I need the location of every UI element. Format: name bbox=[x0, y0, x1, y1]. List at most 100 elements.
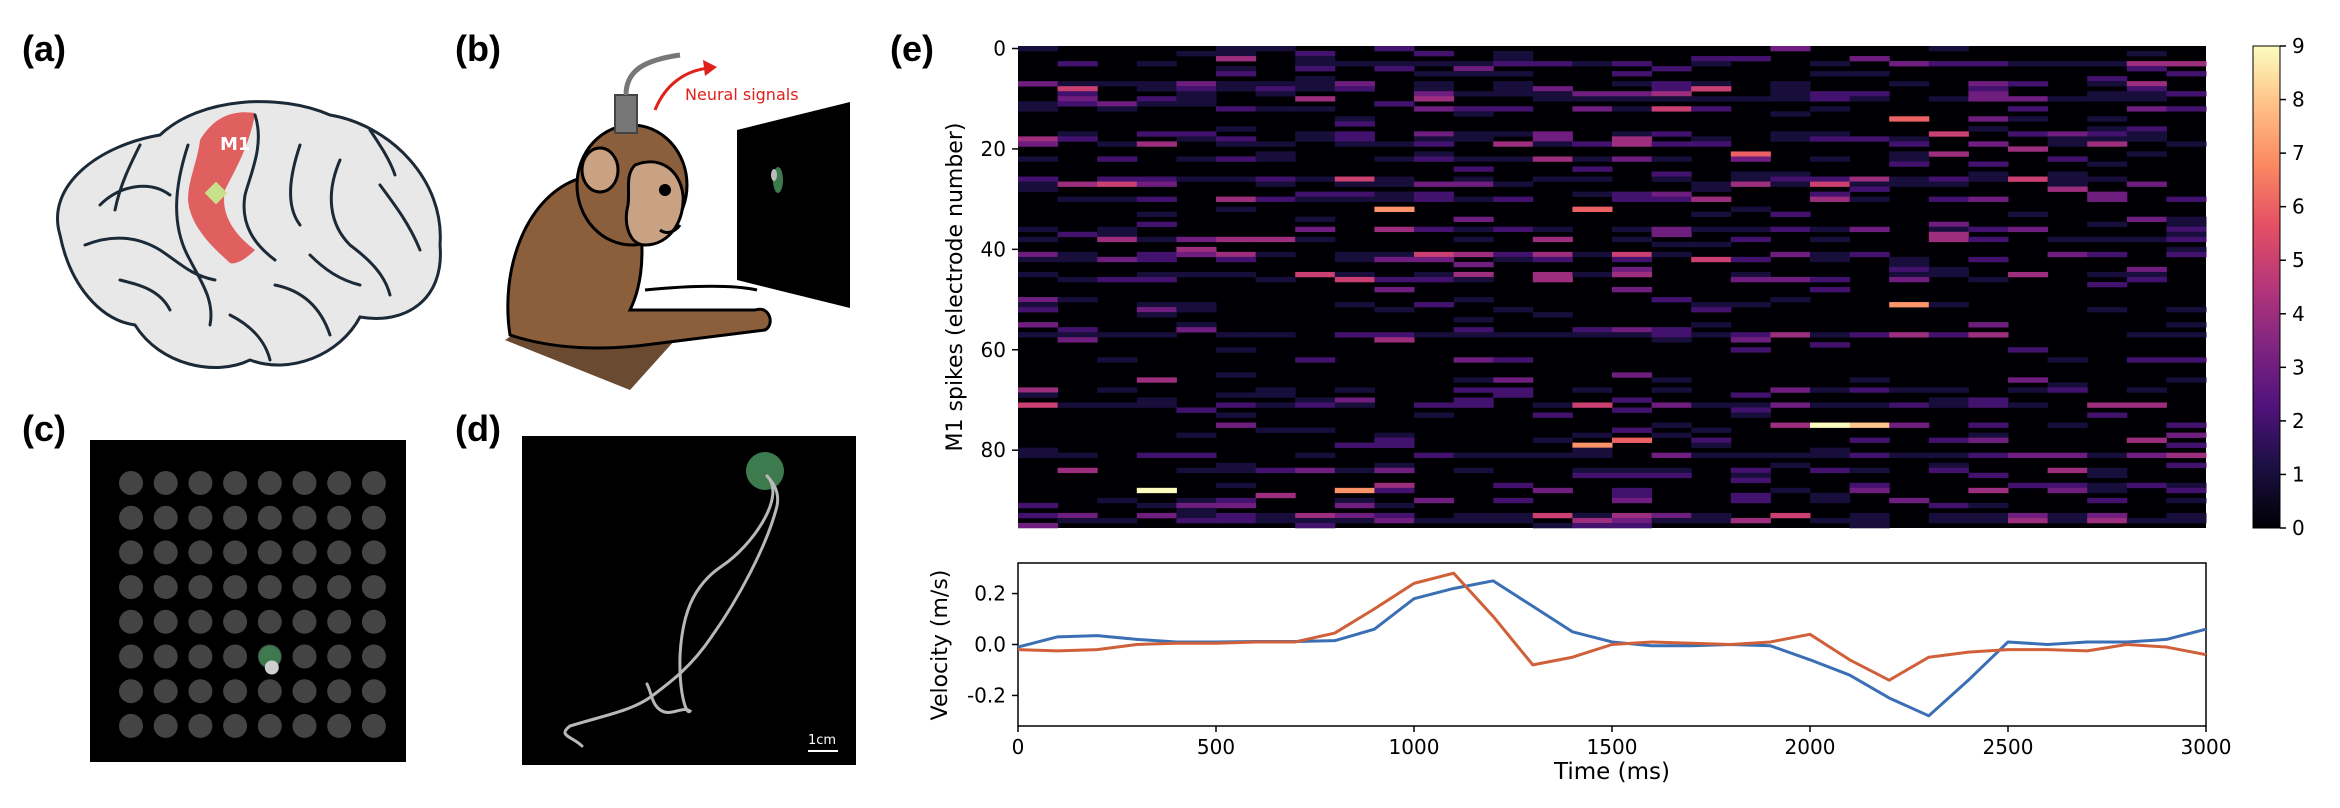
heatmap-cell bbox=[1968, 176, 2009, 182]
heatmap-cell bbox=[1730, 276, 1771, 283]
heatmap-cell bbox=[1295, 397, 1336, 403]
heatmap-cell bbox=[2087, 487, 2128, 494]
heatmap-cell bbox=[1532, 512, 1573, 519]
heatmap-cell bbox=[1453, 402, 1494, 408]
heatmap-cell bbox=[1532, 402, 1573, 408]
heatmap-cell bbox=[1493, 482, 1534, 489]
heatmap-cell bbox=[1849, 487, 1890, 494]
heatmap-cell bbox=[1532, 236, 1573, 243]
heatmap-cell bbox=[1018, 322, 1059, 328]
heatmap-cell bbox=[1770, 402, 1811, 408]
heatmap-cell bbox=[2166, 462, 2207, 469]
heatmap-cell bbox=[2126, 136, 2167, 142]
heatmap-cell bbox=[1612, 251, 1653, 258]
heatmap-cell bbox=[1532, 271, 1573, 278]
grid-dot bbox=[257, 540, 282, 565]
signal-arrow bbox=[653, 66, 711, 111]
heatmap-cell bbox=[2126, 271, 2167, 278]
heatmap-cell bbox=[1414, 196, 1455, 202]
heatmap-cell bbox=[1453, 216, 1494, 223]
heatmap-cell bbox=[1968, 322, 2009, 328]
heatmap-cell bbox=[1493, 156, 1534, 162]
heatmap-cell bbox=[1612, 191, 1653, 197]
heatmap-cell bbox=[1414, 81, 1455, 87]
grid-dot bbox=[153, 679, 178, 704]
heatmap-cell bbox=[1374, 517, 1415, 524]
heatmap-cell bbox=[1612, 397, 1653, 403]
heatmap-cell bbox=[1255, 387, 1296, 393]
heatmap-cell bbox=[1453, 276, 1494, 283]
heatmap-cell bbox=[1572, 387, 1613, 393]
grid-dot bbox=[119, 540, 143, 565]
heatmap-cell bbox=[1453, 226, 1494, 233]
heatmap-cell bbox=[1018, 176, 1059, 182]
heatmap-cell bbox=[2087, 271, 2128, 278]
heatmap-cell bbox=[1968, 236, 2009, 243]
heatmap-cell bbox=[1651, 337, 1692, 343]
heatmap-cell bbox=[1770, 452, 1811, 459]
heatmap-cell bbox=[2047, 357, 2088, 363]
grid-task-display bbox=[90, 440, 406, 762]
heatmap-cell bbox=[1334, 196, 1375, 202]
heatmap-cell bbox=[2126, 106, 2167, 112]
grid-dot bbox=[361, 679, 386, 704]
grid-dot bbox=[188, 679, 213, 704]
heatmap-cell bbox=[1691, 256, 1732, 263]
heatmap-cell bbox=[1572, 166, 1613, 172]
heatmap-cell bbox=[2047, 61, 2088, 67]
heatmap-cell bbox=[1018, 186, 1059, 192]
heatmap-cell bbox=[1968, 397, 2009, 403]
heatmap-cell bbox=[2166, 377, 2207, 383]
heatmap-cell bbox=[1136, 221, 1177, 228]
heatmap-cell bbox=[1176, 251, 1217, 258]
grid-dot bbox=[188, 505, 213, 530]
heatmap-cell bbox=[1770, 96, 1811, 102]
monkey-eye bbox=[659, 184, 671, 196]
colorbar-tick: 7 bbox=[2292, 141, 2305, 165]
heatmap-cell bbox=[1810, 467, 1851, 474]
heatmap-cell bbox=[1928, 176, 1969, 182]
panel-b-label: (b) bbox=[455, 28, 501, 69]
heatmap-cell bbox=[1810, 71, 1851, 77]
heatmap-cell bbox=[2047, 186, 2088, 192]
heatmap-cell bbox=[2047, 141, 2088, 147]
heatmap-cell bbox=[2008, 176, 2049, 182]
heatmap-cell bbox=[1136, 302, 1177, 308]
trajectory-target bbox=[746, 452, 784, 490]
grid-dot bbox=[223, 575, 248, 600]
heatmap-cell bbox=[1018, 402, 1059, 408]
heatmap-cell bbox=[1176, 307, 1217, 313]
heatmap-cell bbox=[1928, 437, 1969, 443]
heatmap-cell bbox=[1532, 91, 1573, 97]
heatmap-cell bbox=[1176, 81, 1217, 87]
heatmap-cell bbox=[1691, 322, 1732, 328]
heatmap-cell bbox=[1136, 196, 1177, 202]
heatmap-cell bbox=[1651, 422, 1692, 428]
heatmap-cell bbox=[1453, 91, 1494, 97]
heatmap-cell bbox=[1968, 81, 2009, 87]
heatmap-cell bbox=[1612, 131, 1653, 137]
heatmap-cell bbox=[2166, 307, 2207, 313]
heatmap-cell bbox=[1730, 206, 1771, 212]
heatmap-cell bbox=[1453, 166, 1494, 172]
heatmap-cell bbox=[1176, 467, 1217, 474]
heatmap-cell bbox=[1295, 271, 1336, 278]
scale-bar-label: 1cm bbox=[808, 733, 836, 748]
heatmap-cell bbox=[1572, 512, 1613, 519]
heatmap-cell bbox=[1216, 141, 1257, 147]
heatmap-cell bbox=[2047, 512, 2088, 519]
grid-dot bbox=[153, 644, 178, 669]
monkey-face bbox=[624, 160, 685, 247]
heatmap-cell bbox=[1216, 422, 1257, 428]
heatmap-cell bbox=[1612, 226, 1653, 233]
heatmap-cell bbox=[1730, 472, 1771, 479]
heatmap-cell bbox=[2008, 96, 2049, 102]
heatmap-cell bbox=[1414, 71, 1455, 77]
heatmap-cell bbox=[1136, 181, 1177, 187]
heatmap-cell bbox=[1453, 467, 1494, 474]
heatmap-cell bbox=[1691, 517, 1732, 524]
heatmap-cell bbox=[2126, 402, 2167, 408]
m1-label: M1 bbox=[220, 134, 250, 155]
heatmap-cell bbox=[1414, 156, 1455, 162]
heatmap-cell bbox=[1889, 266, 1930, 273]
